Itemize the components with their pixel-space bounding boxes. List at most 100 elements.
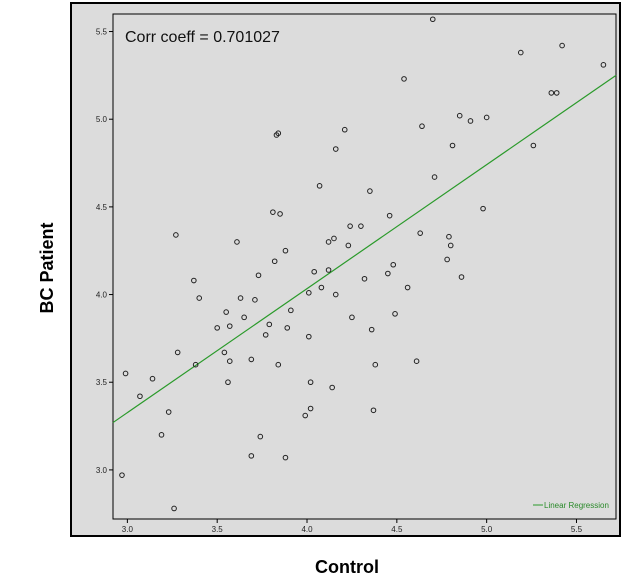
data-point	[417, 230, 423, 236]
y-tick-label: 3.0	[96, 466, 108, 475]
data-point	[192, 361, 199, 368]
data-point	[318, 284, 325, 291]
data-point	[401, 76, 407, 82]
data-point	[349, 314, 355, 321]
data-point	[392, 311, 398, 317]
data-point	[277, 211, 283, 217]
data-point	[271, 258, 278, 265]
data-point	[248, 356, 255, 363]
data-point	[306, 290, 312, 296]
regression-layer	[112, 74, 617, 424]
y-tick-label: 5.5	[96, 28, 108, 37]
data-points	[119, 16, 607, 512]
data-point	[467, 118, 474, 124]
data-point	[302, 412, 309, 419]
data-point	[255, 272, 262, 279]
data-point	[404, 284, 411, 291]
data-point	[248, 453, 255, 459]
data-point	[480, 205, 486, 212]
data-point	[446, 233, 452, 240]
x-tick-label: 3.5	[212, 525, 224, 534]
data-point	[137, 393, 143, 400]
data-point	[311, 268, 318, 275]
data-point	[332, 291, 339, 298]
data-point	[600, 62, 607, 68]
x-tick-label: 5.0	[481, 525, 493, 534]
data-point	[307, 379, 314, 386]
data-point	[288, 307, 294, 314]
data-point	[266, 321, 273, 328]
data-point	[449, 142, 456, 149]
data-point	[345, 242, 352, 249]
x-tick-label: 4.0	[301, 525, 313, 534]
data-point	[456, 112, 463, 119]
data-point	[367, 188, 373, 194]
data-point	[241, 314, 247, 321]
data-point	[444, 256, 450, 263]
data-point	[548, 90, 555, 96]
data-point	[119, 472, 125, 478]
data-point	[226, 323, 233, 329]
x-tick-label: 3.0	[122, 525, 134, 534]
data-point	[282, 454, 289, 461]
plot-area	[112, 13, 617, 520]
data-point	[316, 183, 323, 189]
data-point	[329, 384, 335, 391]
x-tick-label: 5.5	[571, 525, 583, 534]
y-tick-label: 4.0	[96, 291, 108, 300]
data-point	[483, 114, 490, 121]
data-point	[284, 325, 291, 331]
legend-label: Linear Regression	[544, 501, 609, 510]
data-point	[282, 247, 289, 254]
data-point	[165, 409, 172, 415]
data-point	[332, 146, 339, 152]
data-point	[226, 358, 233, 364]
data-point	[517, 49, 524, 56]
data-point	[358, 223, 364, 229]
data-point	[325, 267, 332, 273]
data-point	[368, 326, 375, 333]
y-tick-label: 4.5	[96, 203, 108, 212]
data-point	[331, 235, 337, 242]
data-point	[257, 433, 264, 440]
data-point	[191, 277, 197, 284]
data-point	[429, 16, 436, 23]
data-point	[214, 325, 220, 331]
x-tick-label: 4.5	[391, 525, 403, 534]
data-point	[234, 239, 240, 245]
data-point	[385, 270, 391, 277]
data-point	[122, 370, 129, 377]
correlation-annotation: Corr coeff = 0.701027	[125, 29, 280, 46]
data-point	[221, 349, 228, 356]
data-point	[325, 239, 332, 245]
data-point	[158, 432, 165, 438]
y-tick-label: 5.0	[96, 115, 108, 124]
data-point	[252, 297, 258, 303]
data-point	[237, 295, 244, 301]
data-point	[370, 407, 377, 414]
data-point	[174, 349, 181, 356]
data-point	[270, 209, 276, 215]
data-point	[275, 361, 282, 368]
data-point	[307, 405, 314, 412]
data-point	[372, 361, 379, 368]
data-point	[447, 242, 454, 249]
regression-line	[112, 74, 617, 424]
x-axis-title: Control	[315, 557, 379, 577]
y-axis-title: BC Patient	[37, 222, 57, 313]
data-point	[149, 375, 156, 382]
data-point	[262, 332, 269, 338]
data-point	[386, 212, 393, 219]
data-point	[341, 126, 348, 133]
data-point	[530, 142, 537, 149]
data-point	[553, 90, 560, 96]
data-point	[390, 261, 397, 268]
data-point	[413, 358, 420, 364]
data-point	[347, 223, 353, 229]
data-point	[196, 295, 203, 301]
data-point	[223, 309, 229, 315]
data-point	[306, 333, 312, 340]
data-point	[225, 379, 231, 386]
data-point	[458, 274, 465, 280]
